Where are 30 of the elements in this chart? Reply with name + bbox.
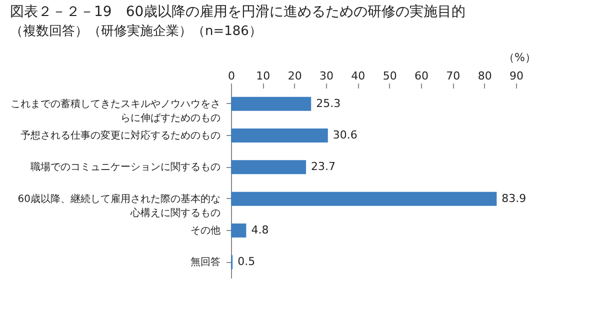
x-tick-label: 60 xyxy=(414,70,428,82)
y-tick-label: 60歳以降、継続して雇用された際の基本的な心構えに関するもの xyxy=(18,192,220,219)
x-tick-label: 50 xyxy=(382,70,397,82)
x-axis-title: （%） xyxy=(504,51,536,64)
x-tick-label: 30 xyxy=(320,70,334,82)
chart-subtitle: （複数回答）（研修実施企業）（n=186） xyxy=(10,23,262,39)
y-tick-label: 無回答 xyxy=(190,256,220,268)
y-tick-label: 予想される仕事の変更に対応するためのもの xyxy=(20,130,220,142)
x-tick-label: 20 xyxy=(288,70,302,82)
y-tick-label: 職場でのコミュニケーションに関するもの xyxy=(30,161,220,174)
data-label: 30.6 xyxy=(332,128,358,142)
chart-title: 図表２－２－19 60歳以降の雇用を円滑に進めるための研修の実施目的 xyxy=(10,4,466,20)
data-label: 83.9 xyxy=(502,192,526,205)
x-tick-label: 10 xyxy=(256,70,270,82)
bar xyxy=(231,192,497,206)
x-tick-label: 90 xyxy=(510,70,524,82)
y-tick-label: その他 xyxy=(190,224,220,236)
bar xyxy=(231,128,328,142)
data-label: 0.5 xyxy=(238,255,256,268)
y-tick-label: これまでの蓄積してきたスキルやノウハウをさらに伸ばすためのもの xyxy=(10,98,220,124)
bar xyxy=(231,160,306,174)
data-label: 4.8 xyxy=(251,224,269,236)
data-label: 25.3 xyxy=(316,96,341,110)
bar xyxy=(231,224,246,238)
x-tick-label: 70 xyxy=(446,70,460,82)
x-tick-label: 0 xyxy=(228,70,235,82)
x-tick-label: 80 xyxy=(478,70,492,82)
x-tick-label: 40 xyxy=(351,70,366,82)
data-label: 23.7 xyxy=(311,160,336,174)
bar xyxy=(231,96,312,111)
